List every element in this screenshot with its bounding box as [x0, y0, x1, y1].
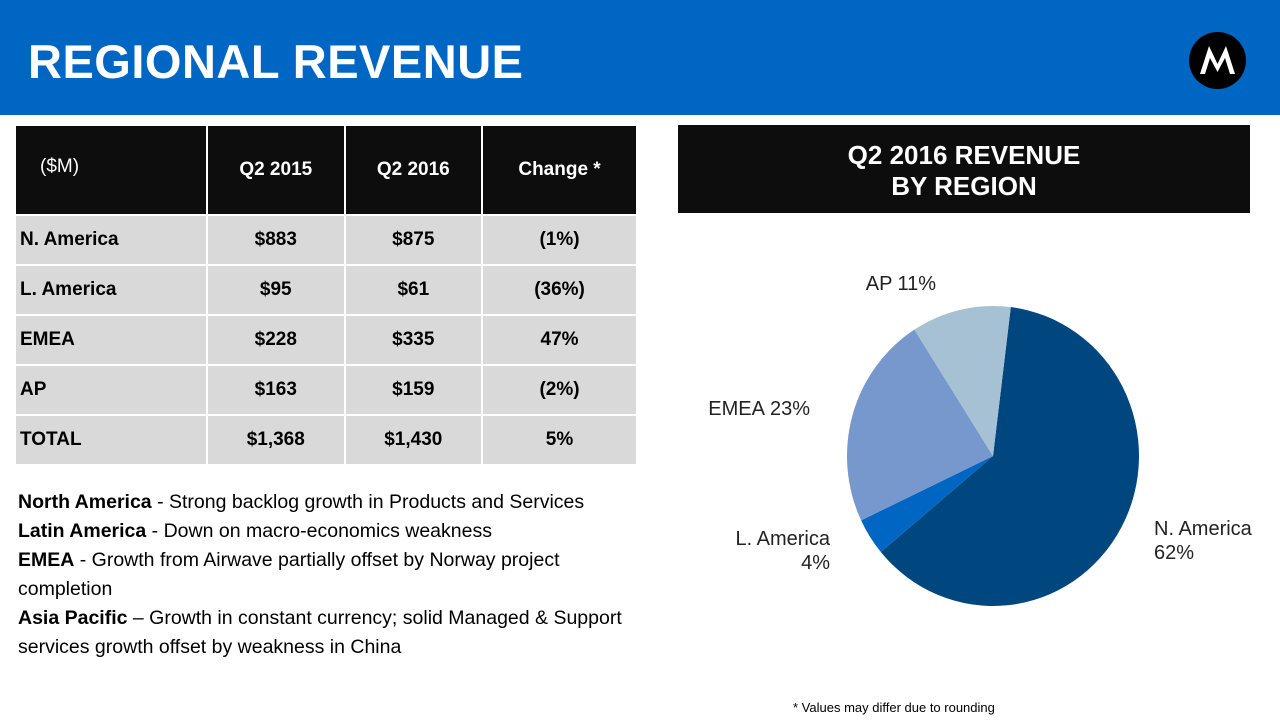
note-item: Latin America - Down on macro-economics …: [18, 517, 658, 546]
q2_2015-cell: $163: [206, 364, 346, 416]
q2_2016-cell: $61: [343, 264, 484, 316]
q2_2015-cell: $95: [206, 264, 346, 316]
pie-slice-ap: [914, 306, 1011, 456]
pie-slice-n-america: [880, 307, 1139, 606]
pie-slice-emea: [847, 329, 993, 521]
note-region: Latin America: [18, 520, 147, 542]
region-cell: TOTAL: [14, 414, 208, 466]
q2_2016-cell: $1,430: [343, 414, 484, 466]
region-notes: North America - Strong backlog growth in…: [18, 488, 658, 662]
q2_2015-cell: $883: [206, 214, 346, 266]
note-text: - Growth from Airwave partially offset b…: [18, 549, 560, 600]
header-bar: REGIONAL REVENUE: [0, 0, 1280, 115]
note-text: - Down on macro-economics weakness: [146, 520, 492, 542]
note-item: North America - Strong backlog growth in…: [18, 488, 658, 517]
pie-label: AP 11%: [866, 273, 936, 295]
unit-label: ($M): [14, 124, 208, 216]
change-cell: (2%): [481, 364, 638, 416]
note-text: – Growth in constant currency; solid Man…: [18, 607, 622, 658]
chart-title-line: BY REGION: [891, 171, 1037, 201]
region-cell: N. America: [14, 214, 208, 266]
region-cell: EMEA: [14, 314, 208, 366]
note-region: Asia Pacific: [18, 607, 128, 629]
region-cell: AP: [14, 364, 208, 416]
pie-label: L. America 4%: [736, 528, 831, 574]
q2_2016-cell: $335: [343, 314, 484, 366]
note-region: EMEA: [18, 549, 75, 571]
pie-label: N. America 62%: [1154, 518, 1253, 564]
pie-slice-l-america: [861, 456, 993, 553]
chart-title-line: Q2 2016 REVENUE: [847, 140, 1081, 170]
pie-label: EMEA 23%: [708, 398, 810, 420]
footnote: * Values may differ due to rounding: [793, 700, 995, 715]
note-item: Asia Pacific – Growth in constant curren…: [18, 604, 658, 662]
motorola-logo: [1189, 32, 1246, 89]
table-row: EMEA $228 $335 47%: [14, 314, 638, 366]
chart-title: Q2 2016 REVENUE BY REGION: [678, 125, 1250, 213]
q2_2015-cell: $1,368: [206, 414, 346, 466]
page-title: REGIONAL REVENUE: [28, 35, 524, 88]
column-header: Q2 2016: [343, 124, 484, 216]
regional-revenue-table: ($M) Q2 2015 Q2 2016 Change * N. America…: [14, 124, 638, 466]
region-cell: L. America: [14, 264, 208, 316]
table-row: N. America $883 $875 (1%): [14, 214, 638, 266]
q2_2016-cell: $159: [343, 364, 484, 416]
q2_2016-cell: $875: [343, 214, 484, 266]
q2_2015-cell: $228: [206, 314, 346, 366]
change-cell: (1%): [481, 214, 638, 266]
change-cell: 47%: [481, 314, 638, 366]
change-cell: (36%): [481, 264, 638, 316]
pie-chart: N. America 62% L. America 4% EMEA 23% AP 11%: [708, 273, 1253, 606]
table-row: L. America $95 $61 (36%): [14, 264, 638, 316]
note-text: - Strong backlog growth in Products and …: [151, 491, 585, 513]
table-row: AP $163 $159 (2%): [14, 364, 638, 416]
table-row: TOTAL $1,368 $1,430 5%: [14, 414, 638, 466]
column-header: Change *: [481, 124, 638, 216]
table-header-row: ($M) Q2 2015 Q2 2016 Change *: [14, 124, 638, 216]
note-item: EMEA - Growth from Airwave partially off…: [18, 546, 658, 604]
change-cell: 5%: [481, 414, 638, 466]
column-header: Q2 2015: [206, 124, 346, 216]
note-region: North America: [18, 491, 152, 513]
